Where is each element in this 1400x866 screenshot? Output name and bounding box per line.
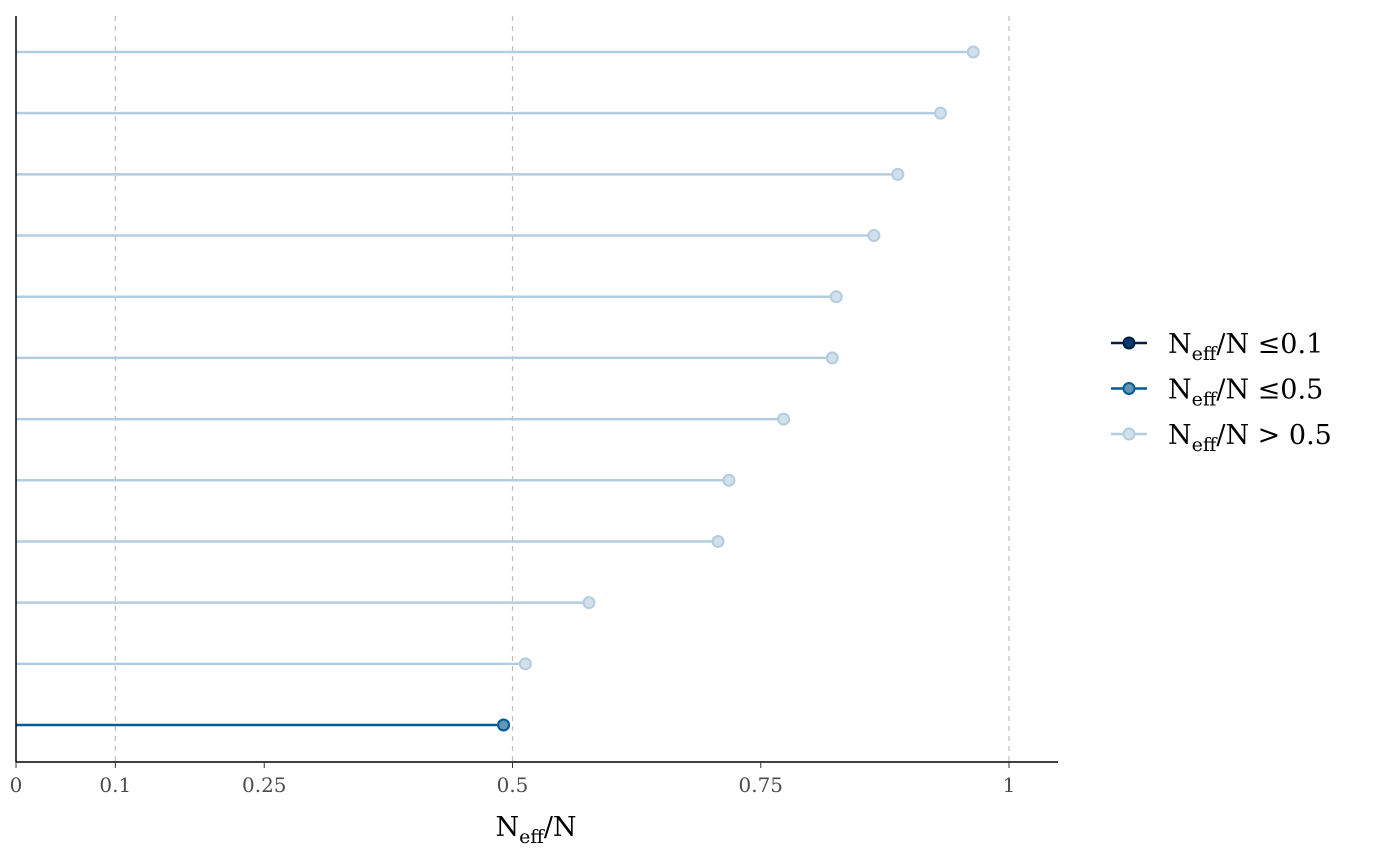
lollipop-point (777, 412, 791, 426)
x-tick-label: 0.25 (242, 773, 287, 797)
x-tick-label: 0.5 (497, 773, 529, 797)
legend-key-point (1122, 427, 1136, 441)
lollipop-point (582, 596, 596, 610)
x-tick-label: 0.1 (99, 773, 131, 797)
legend: Neff/N ≤0.1 Neff/N ≤0.5 Neff/N > 0.5 (1111, 329, 1332, 456)
lollipops (16, 45, 980, 732)
lollipop-point (722, 473, 736, 487)
lollipop-point (933, 106, 947, 120)
legend-key-point (1122, 336, 1136, 350)
lollipop-point (711, 534, 725, 548)
legend-label: Neff/N ≤0.5 (1168, 375, 1323, 411)
x-tick-label: 0 (10, 773, 23, 797)
lollipop-point (966, 45, 980, 59)
lollipop-point (497, 718, 511, 732)
legend-key-point (1122, 382, 1136, 395)
legend-label: Neff/N > 0.5 (1168, 420, 1332, 456)
lollipop-point (518, 657, 532, 671)
x-ticks: 0 0.1 0.25 0.5 0.75 1 (10, 762, 1016, 797)
x-axis-label: Neff/N (495, 812, 576, 848)
lollipop-point (829, 290, 843, 304)
lollipop-point (825, 351, 839, 365)
lollipop-point (891, 167, 905, 181)
grid-lines (114, 16, 1010, 762)
x-tick-label: 0.75 (738, 773, 783, 797)
lollipop-point (867, 229, 881, 243)
legend-label: Neff/N ≤0.1 (1168, 329, 1323, 365)
x-tick-label: 1 (1003, 773, 1016, 797)
